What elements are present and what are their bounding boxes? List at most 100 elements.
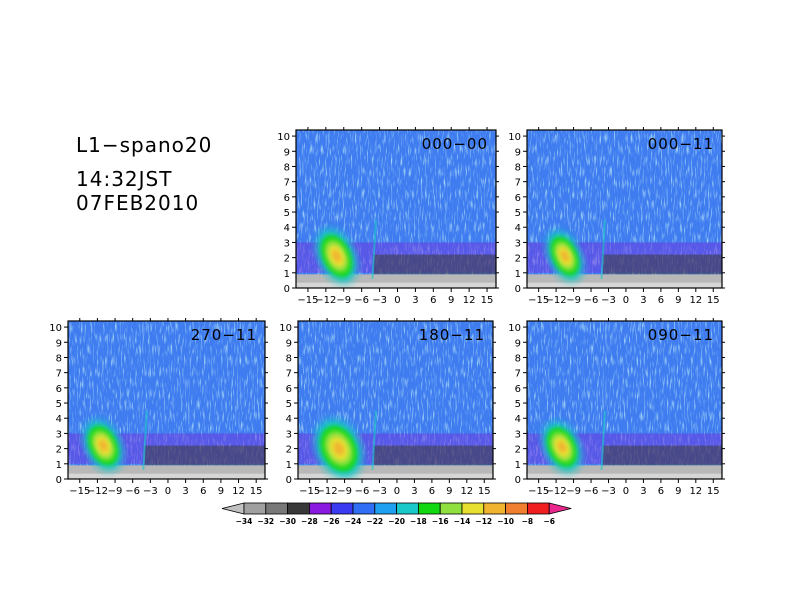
colorbar-level-label: −14 [454,517,471,526]
x-tick-label: 0 [623,295,629,306]
colorbar-cell [308,502,332,515]
x-tick-label: −6 [584,295,599,306]
x-tick-label: 0 [623,486,629,497]
colorbar-level-label: −28 [301,517,318,526]
colorbar-cell [461,502,485,515]
y-tick-label: 7 [56,369,62,380]
x-tick-label: 6 [200,486,206,497]
y-tick-label: 10 [508,132,521,143]
y-tick-label: 5 [515,399,521,410]
colorbar-level-label: −34 [236,517,253,526]
colorbar-cell [243,502,267,515]
colorbar-arrow-left [221,502,245,515]
x-tick-label: −15 [297,295,318,306]
x-tick-label: 9 [448,295,454,306]
plume-line [371,219,377,279]
colorbar-level-label: −16 [432,517,449,526]
x-tick-label: −15 [528,295,549,306]
y-tick-label: 0 [56,475,62,486]
y-tick-label: 7 [515,369,521,380]
x-tick-label: 6 [658,295,664,306]
heatmap-field [68,321,265,479]
colorbar-cell [505,502,528,515]
y-tick-label: 3 [286,429,292,440]
signal-contour-5 [560,250,569,262]
x-tick-label: −15 [69,486,90,497]
x-tick-label: −3 [143,486,158,497]
x-tick-label: 15 [250,486,263,497]
ground-layer-light [527,282,722,288]
x-tick-label: 6 [658,486,664,497]
x-tick-label: 3 [640,486,646,497]
x-tick-label: 6 [429,486,435,497]
x-tick-label: 6 [430,295,436,306]
x-tick-label: −9 [336,295,351,306]
x-tick-label: −3 [601,486,616,497]
y-tick-label: 3 [284,238,290,249]
signal-contour-5 [557,441,567,453]
colorbar: −34 −32 −30 −28 −26 −24 −22 −20 −18 −16 −14 −12 −10−… [221,502,572,526]
colorbar-level-label: −20 [388,517,405,526]
y-tick-label: 2 [515,254,521,265]
y-tick-label: 9 [515,338,521,349]
y-tick-label: 6 [515,384,521,395]
colorbar-cell [396,502,419,515]
y-tick-label: 8 [56,353,62,364]
x-tick-label: 15 [478,486,491,497]
y-tick-label: 0 [284,284,290,295]
y-tick-label: 7 [284,178,290,189]
y-tick-label: 9 [56,338,62,349]
x-tick-label: −3 [372,295,387,306]
colorbar-cell [352,502,376,515]
colorbar-cell [374,502,397,515]
y-tick-label: 2 [515,445,521,456]
y-tick-label: 4 [515,223,521,234]
colorbar-arrow-right [548,502,572,515]
x-tick-label: −6 [355,486,370,497]
y-tick-label: 5 [56,399,62,410]
y-tick-label: 10 [49,323,62,334]
colorbar-level-label: −12 [475,517,492,526]
colorbar-cell [439,502,463,515]
y-tick-label: 4 [284,223,290,234]
dark-band [602,445,722,466]
x-tick-label: 9 [218,486,224,497]
y-tick-label: 9 [284,147,290,158]
colorbar-level-label: −26 [323,517,340,526]
x-tick-label: −6 [125,486,140,497]
x-tick-label: 0 [394,486,400,497]
x-tick-label: 12 [460,486,473,497]
x-tick-label: 9 [675,486,681,497]
date-label: 07FEB2010 [76,191,200,215]
x-tick-label: 9 [446,486,452,497]
colorbar-level-label: −8 [522,517,534,526]
x-tick-label: −12 [546,295,567,306]
y-tick-label: 1 [286,460,292,471]
dark-band [602,254,722,275]
colorbar-cell [330,502,354,515]
panel-frame [297,320,494,480]
y-tick-label: 10 [508,323,521,334]
y-tick-label: 4 [515,414,521,425]
colorbar-level-label: −32 [257,517,274,526]
x-tick-label: −3 [601,295,616,306]
dark-band [144,445,265,466]
x-tick-label: 3 [182,486,188,497]
x-tick-label: 15 [481,295,494,306]
colorbar-level-label: −10 [497,517,514,526]
panel-label: 090−11 [648,326,714,344]
y-tick-label: 1 [56,460,62,471]
ground-layer-light [296,282,496,288]
x-tick-label: −9 [108,486,123,497]
y-tick-label: 10 [277,132,290,143]
x-tick-label: −15 [528,486,549,497]
x-tick-label: −15 [299,486,320,497]
signal-contour-5 [332,250,342,263]
y-tick-label: 6 [515,193,521,204]
y-tick-label: 8 [284,162,290,173]
